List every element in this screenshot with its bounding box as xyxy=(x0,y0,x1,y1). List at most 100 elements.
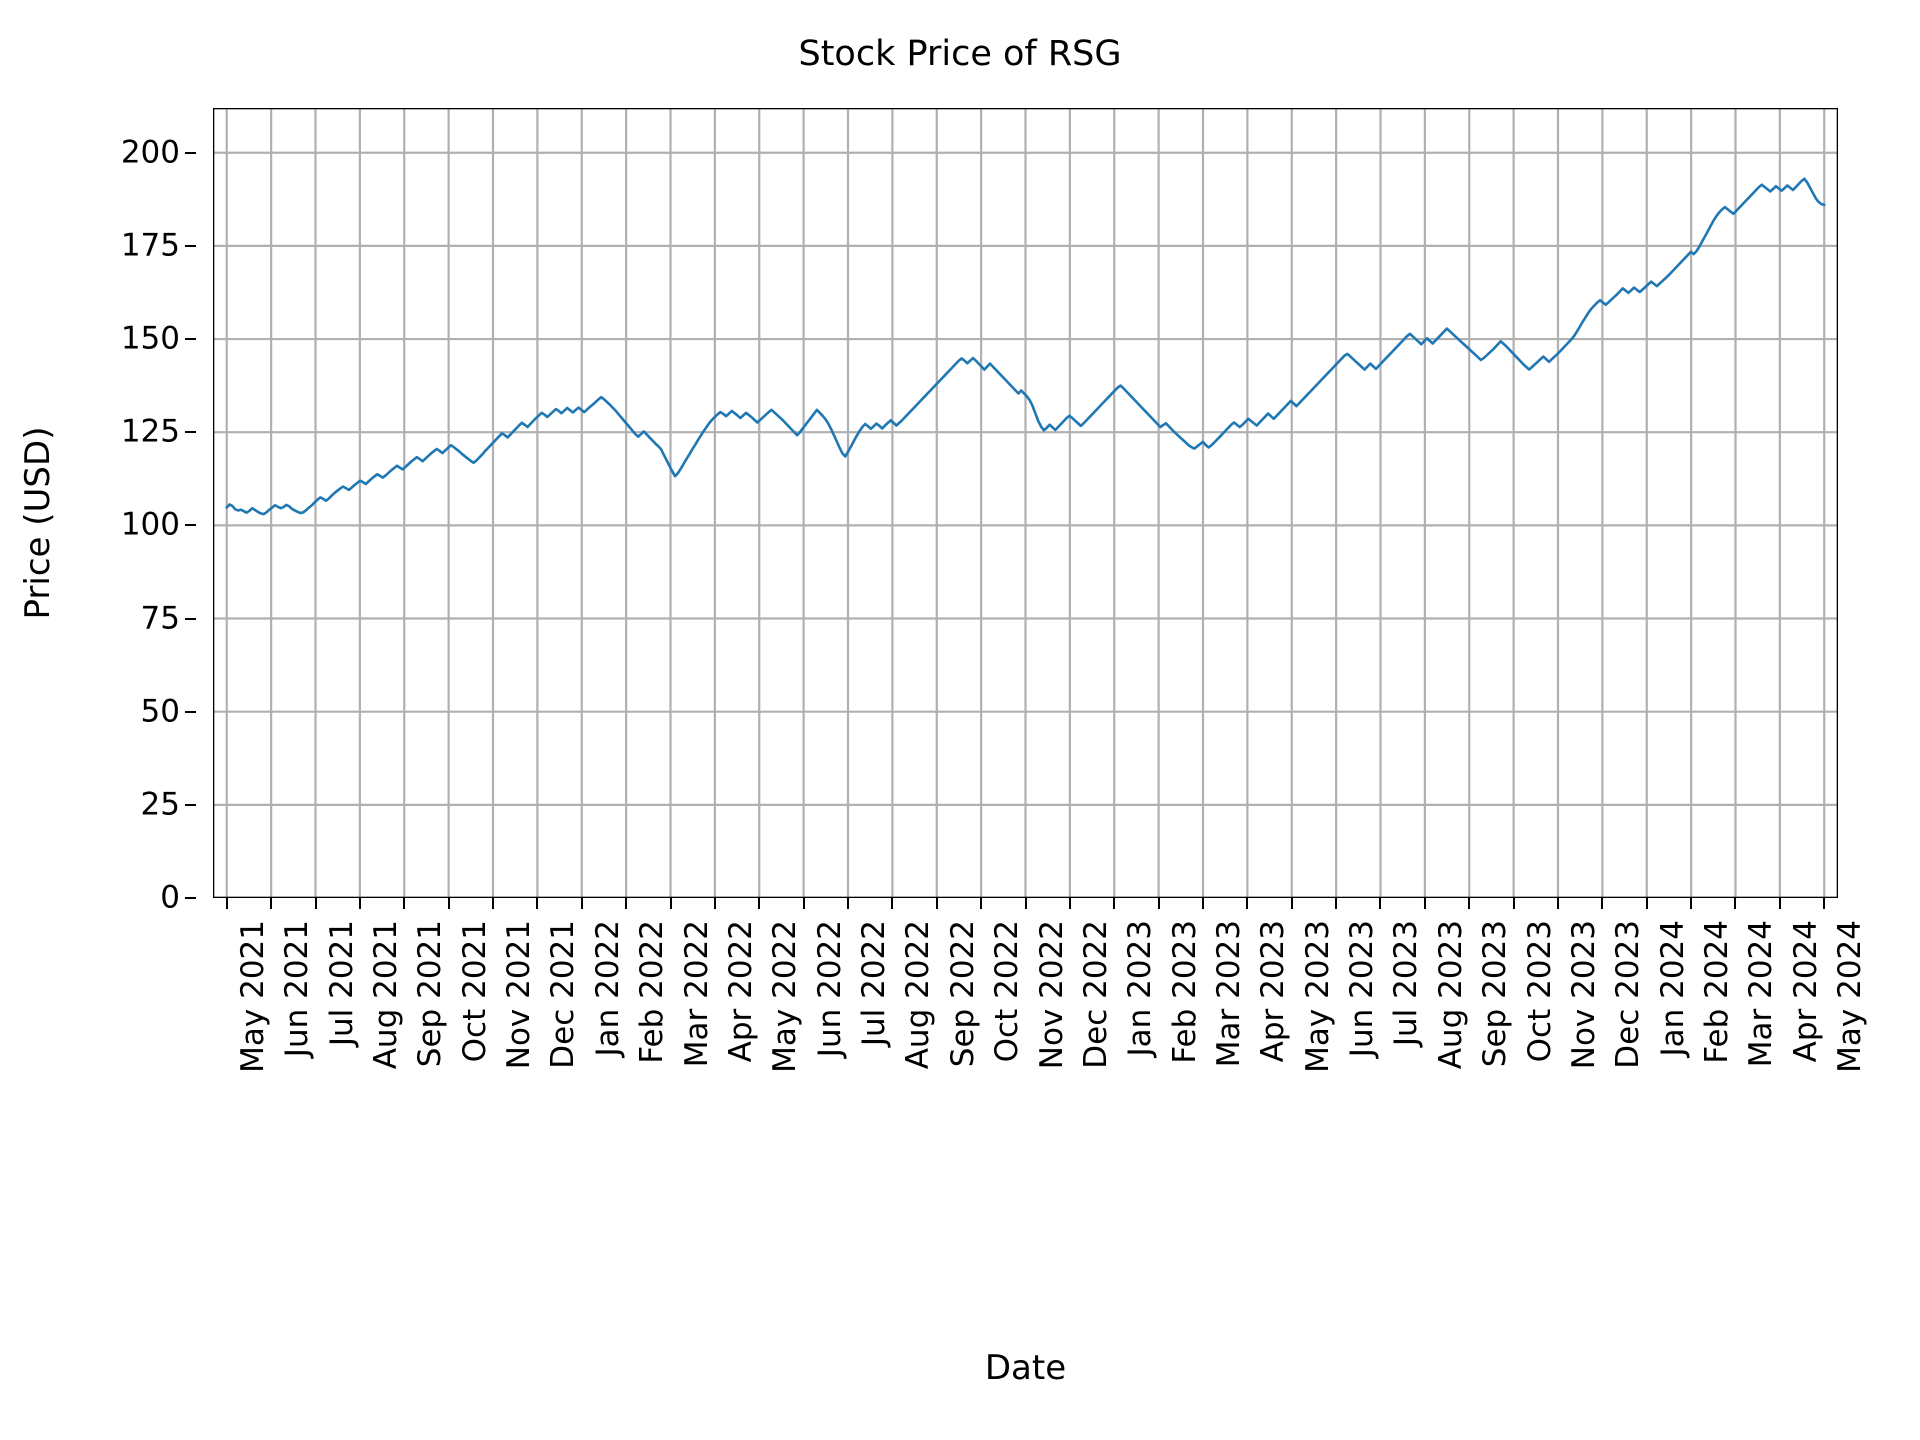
x-tick-label: Jul 2023 xyxy=(1388,920,1425,1047)
y-tick-mark xyxy=(185,524,196,527)
x-tick-label: Jan 2022 xyxy=(589,920,626,1057)
x-tick-label: Sep 2021 xyxy=(412,920,449,1068)
x-tick-mark xyxy=(980,898,983,909)
x-tick-label: Oct 2023 xyxy=(1521,920,1558,1063)
x-tick-mark xyxy=(1290,898,1293,909)
x-tick-mark xyxy=(447,898,450,909)
y-tick-mark xyxy=(185,151,196,154)
x-tick-label: Oct 2022 xyxy=(989,920,1026,1063)
x-tick-mark xyxy=(270,898,273,909)
y-tick-mark xyxy=(185,710,196,713)
price-line xyxy=(225,177,1826,516)
x-tick-label: Jun 2021 xyxy=(279,920,316,1058)
x-tick-label: Jul 2022 xyxy=(856,920,892,1047)
x-tick-mark xyxy=(1778,898,1781,909)
x-tick-label: Feb 2022 xyxy=(634,920,671,1064)
y-tick-label: 0 xyxy=(160,879,180,916)
y-tick-mark xyxy=(185,803,196,806)
x-tick-mark xyxy=(1068,898,1071,909)
x-tick-mark xyxy=(1423,898,1426,909)
x-tick-label: Apr 2024 xyxy=(1787,920,1824,1063)
x-tick-mark xyxy=(1556,898,1559,909)
x-tick-mark xyxy=(580,898,583,909)
x-tick-mark xyxy=(847,898,849,909)
x-tick-mark xyxy=(1512,898,1515,909)
x-tick-label: Jul 2021 xyxy=(323,920,360,1047)
x-tick-label: Nov 2021 xyxy=(501,920,537,1070)
x-tick-label: Dec 2023 xyxy=(1610,920,1647,1069)
x-tick-mark xyxy=(225,898,228,909)
y-tick-label: 50 xyxy=(140,693,180,730)
x-tick-mark xyxy=(713,898,716,909)
chart-title: Stock Price of RSG xyxy=(798,34,1122,74)
x-tick-label: Mar 2024 xyxy=(1743,920,1780,1068)
x-tick-mark xyxy=(1468,898,1471,909)
x-tick-mark xyxy=(1113,898,1116,909)
x-axis-label: Date xyxy=(984,1348,1067,1388)
plot-border xyxy=(213,108,1838,898)
x-tick-label: Aug 2022 xyxy=(900,920,937,1070)
y-tick-label: 150 xyxy=(120,320,180,357)
x-tick-label: Oct 2021 xyxy=(456,920,493,1063)
y-axis-tick-labels: 0 25 50 75 100 125 150 175 200 xyxy=(0,108,196,913)
x-axis-tick-labels: May 2021 Jun 2021 Jul 2021 Aug 2021 Sep 2021… xyxy=(213,898,1868,1158)
x-tick-mark xyxy=(1201,898,1204,909)
x-tick-label: May 2021 xyxy=(234,920,271,1073)
x-tick-mark xyxy=(358,898,361,909)
y-tick-label: 200 xyxy=(120,134,180,171)
x-tick-mark xyxy=(403,898,406,909)
x-tick-label: Jan 2023 xyxy=(1122,920,1159,1057)
plot-svg xyxy=(213,108,1838,898)
x-tick-label: Dec 2021 xyxy=(545,920,582,1069)
x-tick-label: Mar 2023 xyxy=(1210,920,1247,1068)
x-tick-label: Jun 2023 xyxy=(1344,920,1381,1058)
x-tick-label: May 2024 xyxy=(1832,920,1869,1073)
x-tick-label: Sep 2022 xyxy=(944,920,981,1068)
x-tick-mark xyxy=(1157,898,1160,909)
x-tick-label: Aug 2021 xyxy=(367,920,404,1070)
x-tick-mark xyxy=(314,898,317,909)
x-tick-mark xyxy=(758,898,761,909)
x-tick-label: Jan 2024 xyxy=(1654,920,1691,1057)
x-tick-mark xyxy=(1024,898,1027,909)
y-tick-mark xyxy=(185,244,196,247)
x-tick-mark xyxy=(1335,898,1338,909)
grid-minor-lines xyxy=(225,108,1826,898)
plot-area xyxy=(213,108,1838,898)
x-tick-label: Apr 2022 xyxy=(722,920,759,1063)
y-tick-label: 25 xyxy=(140,786,180,823)
y-tick-mark xyxy=(185,431,196,434)
x-tick-mark xyxy=(492,898,494,909)
y-tick-label: 175 xyxy=(120,227,180,264)
x-tick-mark xyxy=(669,898,672,909)
x-tick-mark xyxy=(625,898,628,909)
y-tick-mark xyxy=(185,897,196,899)
x-tick-label: May 2022 xyxy=(767,920,804,1073)
x-tick-label: Apr 2023 xyxy=(1255,920,1292,1063)
x-tick-label: Feb 2024 xyxy=(1699,920,1736,1064)
x-tick-label: Jun 2022 xyxy=(811,920,848,1058)
y-tick-mark xyxy=(185,338,196,341)
x-tick-mark xyxy=(935,898,938,909)
grid-major-lines xyxy=(213,151,1838,898)
x-tick-mark xyxy=(1246,898,1249,909)
x-tick-mark xyxy=(1645,898,1648,909)
x-tick-mark xyxy=(891,898,894,909)
x-tick-label: Nov 2022 xyxy=(1033,920,1070,1070)
x-tick-label: Feb 2023 xyxy=(1166,920,1203,1064)
x-tick-label: Nov 2023 xyxy=(1565,920,1602,1070)
x-tick-mark xyxy=(1601,898,1604,909)
x-tick-label: Dec 2022 xyxy=(1077,920,1114,1069)
x-tick-mark xyxy=(536,898,539,909)
y-tick-label: 75 xyxy=(140,600,180,637)
y-tick-label: 100 xyxy=(120,506,180,543)
x-tick-label: Mar 2022 xyxy=(678,920,715,1068)
x-tick-mark xyxy=(1379,898,1382,909)
x-tick-mark xyxy=(1690,898,1693,909)
x-tick-label: May 2023 xyxy=(1299,920,1336,1073)
y-tick-mark xyxy=(185,617,196,620)
x-tick-label: Aug 2023 xyxy=(1432,920,1469,1070)
x-tick-mark xyxy=(1734,898,1737,909)
x-tick-label: Sep 2023 xyxy=(1477,920,1514,1068)
